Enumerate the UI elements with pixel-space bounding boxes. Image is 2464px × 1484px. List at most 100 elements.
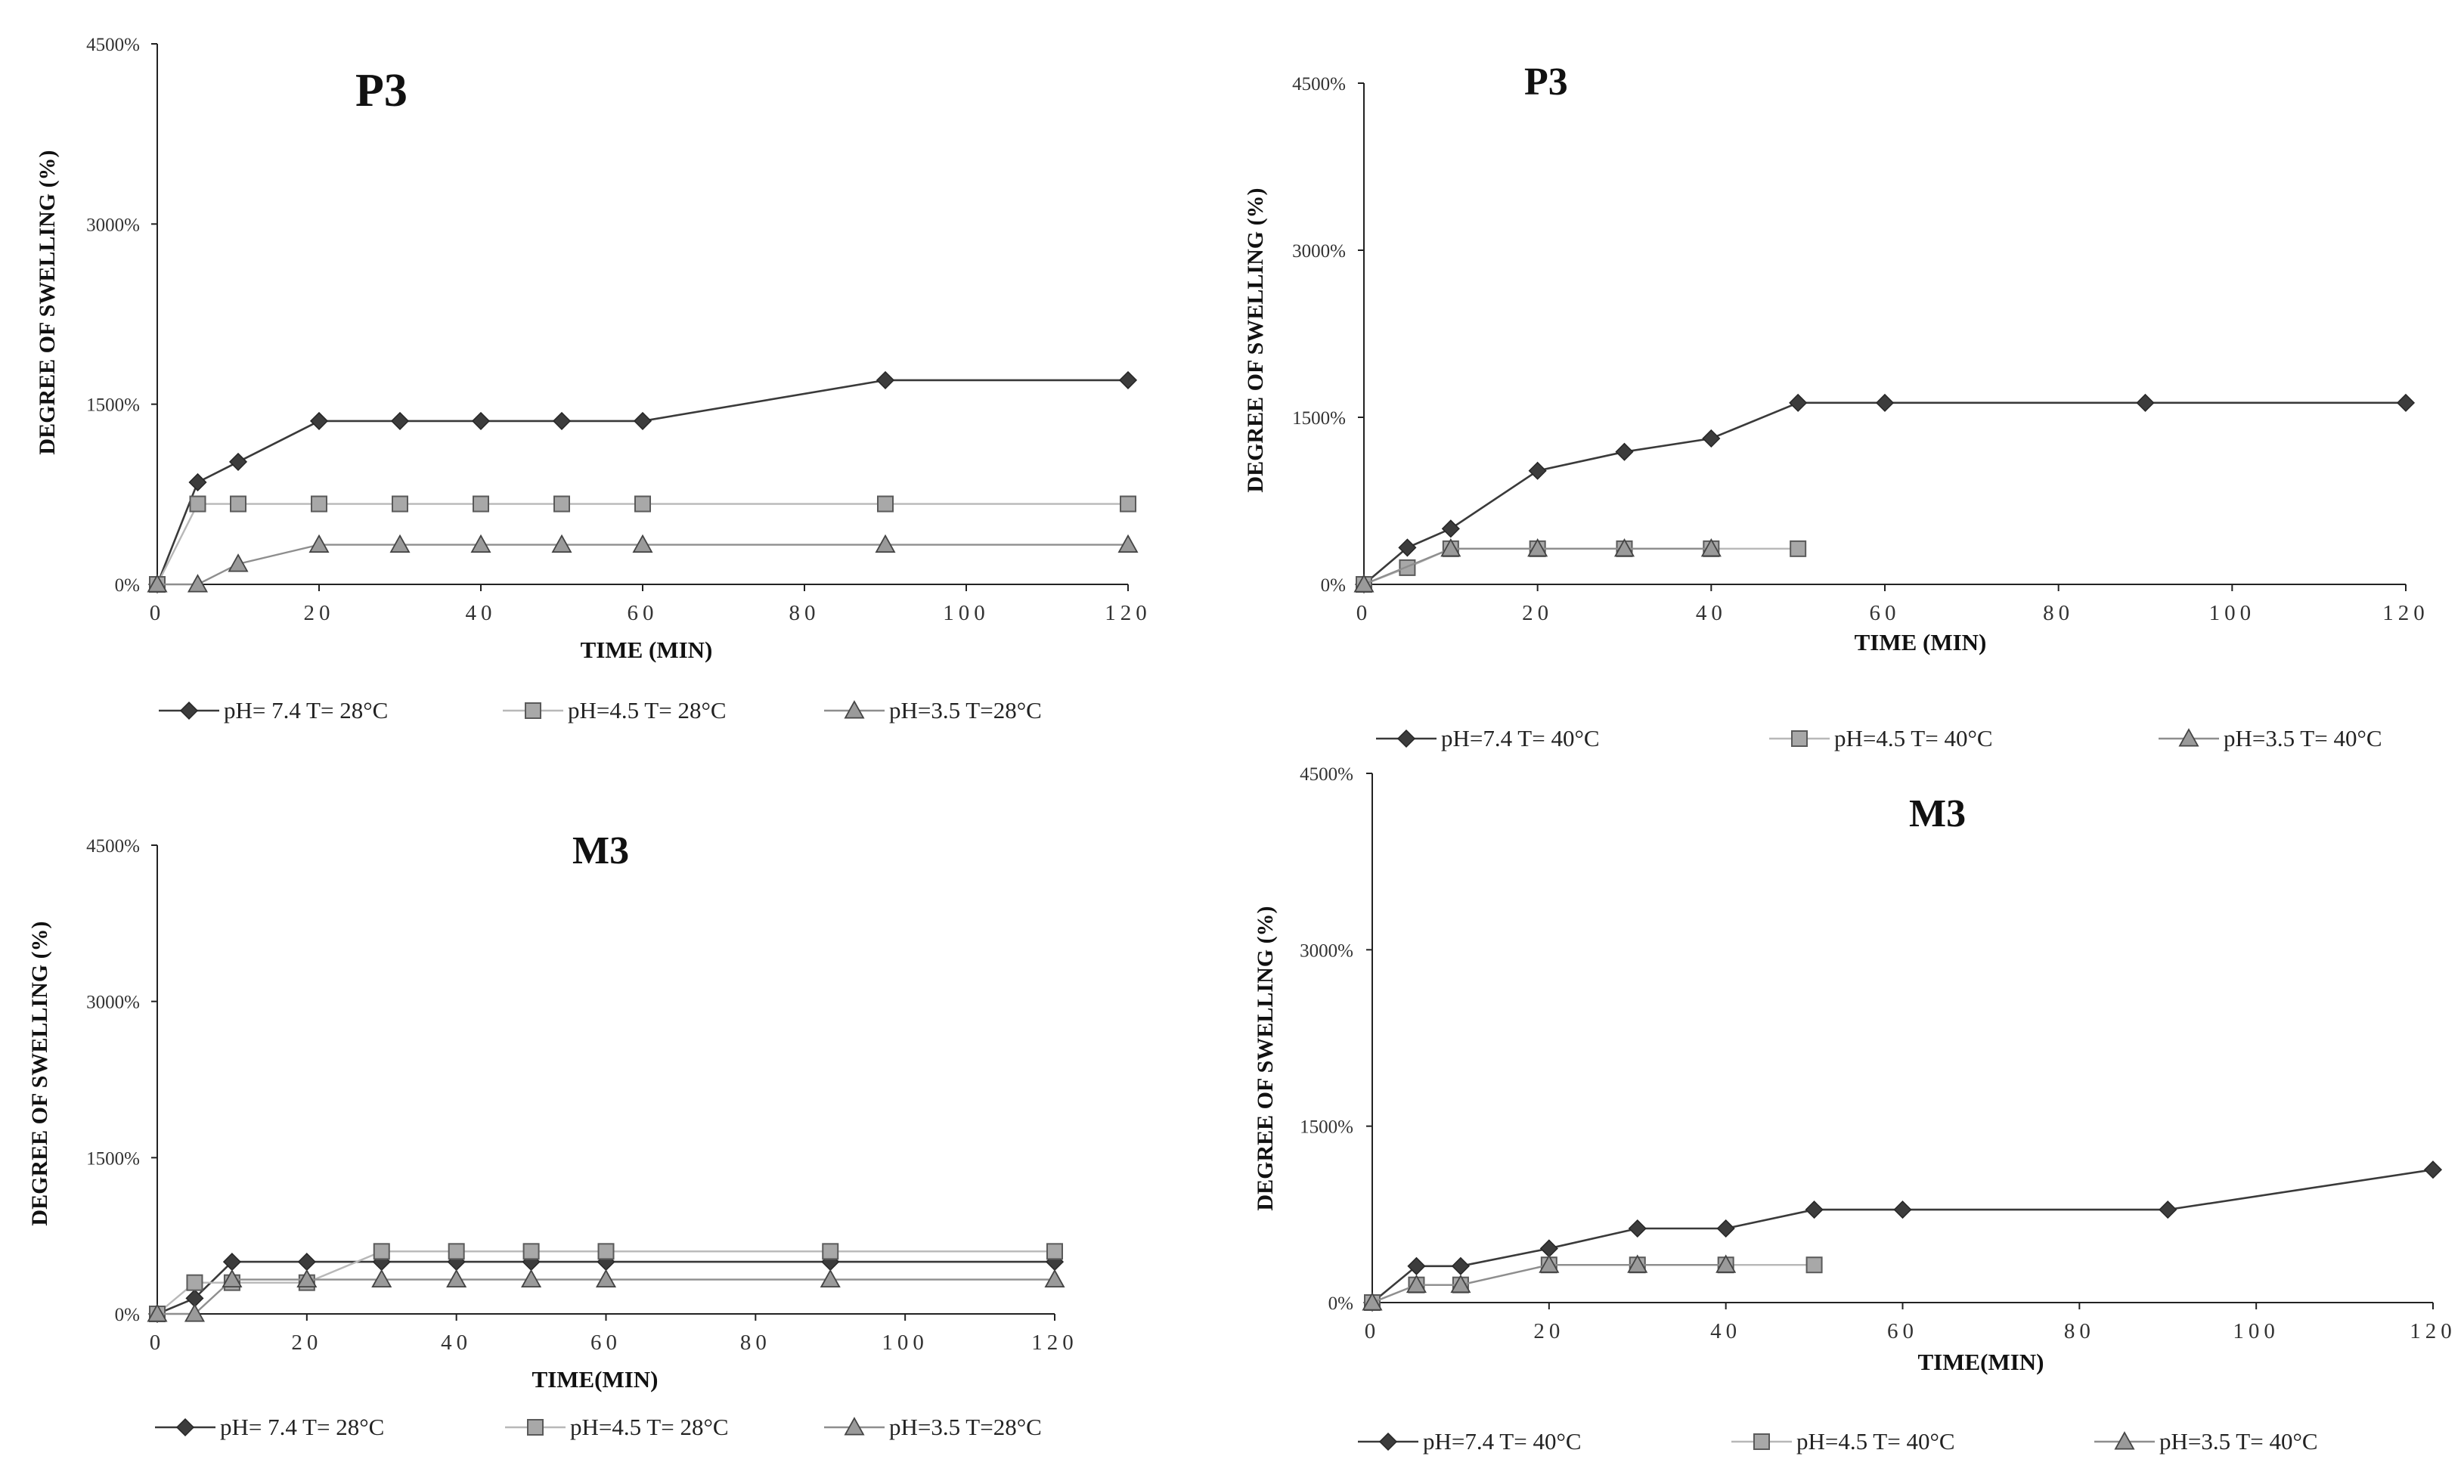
data-point-diamond bbox=[1615, 442, 1634, 461]
legend-label: pH=3.5 T=28°C bbox=[889, 1414, 1042, 1440]
chart-title: M3 bbox=[572, 829, 629, 872]
chart-panel-3: 0% 1500% 3000% 4500% 0 20 40 60 80 100 120 M3 TIME(M… bbox=[27, 829, 1078, 1440]
y-tick-label: 4500% bbox=[86, 836, 140, 857]
legend-label: pH=7.4 T= 40°C bbox=[1423, 1428, 1582, 1455]
data-point-diamond bbox=[1407, 1256, 1426, 1275]
data-point-triangle bbox=[228, 553, 249, 572]
data-point-square bbox=[473, 495, 489, 513]
data-point-square bbox=[186, 1274, 203, 1291]
data-point-triangle bbox=[446, 1269, 467, 1288]
chart-panel-2: 0% 1500% 3000% 4500% 0 20 40 60 80 100 120 P3 TIME (… bbox=[1243, 60, 2425, 751]
data-point-square bbox=[553, 495, 570, 513]
legend-label: pH=4.5 T= 28°C bbox=[568, 697, 727, 723]
x-tick-label: 80 bbox=[2043, 601, 2074, 625]
data-point-triangle bbox=[184, 1303, 205, 1322]
data-point-triangle bbox=[187, 574, 209, 593]
data-point-triangle bbox=[147, 1303, 168, 1322]
series-line-1 bbox=[1371, 1168, 2434, 1304]
x-axis-label: TIME(MIN) bbox=[1917, 1349, 2044, 1375]
x-tick-label: 40 bbox=[1696, 601, 1727, 625]
data-point-triangle bbox=[632, 534, 653, 553]
chart-panel-4: 0% 1500% 3000% 4500% 0 20 40 60 80 100 120 M3 TIME(M… bbox=[1253, 764, 2452, 1455]
data-point-square bbox=[448, 1243, 465, 1260]
data-point-triangle bbox=[875, 534, 896, 553]
x-axis-label: TIME(MIN) bbox=[532, 1366, 658, 1393]
data-point-triangle bbox=[551, 534, 572, 553]
data-point-triangle bbox=[470, 534, 491, 553]
x-tick-label: 120 bbox=[1105, 601, 1151, 625]
data-point-diamond bbox=[309, 411, 329, 430]
y-tick-label: 3000% bbox=[86, 215, 140, 235]
series-line-1 bbox=[156, 379, 1128, 585]
x-tick-label: 20 bbox=[1522, 601, 1553, 625]
series-line-1 bbox=[157, 1260, 1055, 1315]
data-point-diamond bbox=[2136, 393, 2155, 412]
data-point-triangle bbox=[1117, 534, 1139, 553]
data-point-diamond bbox=[390, 411, 410, 430]
legend-label: pH= 7.4 T= 28°C bbox=[224, 697, 388, 723]
data-point-diamond bbox=[1539, 1239, 1558, 1258]
data-point-square bbox=[597, 1243, 615, 1260]
data-point-square bbox=[634, 495, 651, 513]
legend-label: pH=4.5 T= 40°C bbox=[1796, 1428, 1955, 1455]
data-point-diamond bbox=[1702, 429, 1721, 448]
data-point-diamond bbox=[2423, 1160, 2443, 1179]
legend-marker-diamond bbox=[1396, 729, 1416, 748]
data-point-diamond bbox=[188, 472, 207, 492]
data-point-triangle bbox=[1527, 538, 1548, 557]
x-tick-label: 0 bbox=[1365, 1319, 1381, 1343]
data-point-triangle bbox=[1613, 538, 1635, 557]
legend-marker-square bbox=[527, 1419, 544, 1436]
y-axis-label: DEGREE OF SWELLING (%) bbox=[1253, 906, 1278, 1210]
legend-marker-diamond bbox=[175, 1417, 195, 1437]
x-tick-label: 0 bbox=[150, 601, 166, 625]
data-point-triangle bbox=[820, 1269, 841, 1288]
data-point-triangle bbox=[521, 1269, 542, 1288]
x-tick-label: 100 bbox=[2209, 601, 2256, 625]
data-point-triangle bbox=[371, 1269, 392, 1288]
series-line-2 bbox=[1371, 1264, 1815, 1304]
x-tick-label: 0 bbox=[150, 1331, 166, 1355]
legend-marker-triangle bbox=[844, 1417, 865, 1436]
legend-marker-diamond bbox=[1378, 1432, 1398, 1451]
data-point-triangle bbox=[1716, 1254, 1737, 1273]
legend-label: pH=4.5 T= 40°C bbox=[1834, 725, 1993, 751]
y-tick-label: 1500% bbox=[86, 395, 140, 416]
data-point-diamond bbox=[2159, 1201, 2177, 1219]
x-tick-label: 120 bbox=[1031, 1331, 1078, 1355]
x-tick-label: 100 bbox=[2233, 1319, 2280, 1343]
series-line-2 bbox=[1363, 547, 1799, 586]
data-point-diamond bbox=[471, 411, 491, 430]
data-point-triangle bbox=[1450, 1274, 1471, 1293]
legend-marker-triangle bbox=[2114, 1431, 2135, 1450]
series-line-2 bbox=[156, 503, 1128, 585]
data-point-square bbox=[373, 1243, 390, 1260]
data-point-square bbox=[1046, 1243, 1063, 1260]
y-tick-label: 4500% bbox=[1292, 74, 1346, 94]
data-point-diamond bbox=[1716, 1219, 1735, 1238]
x-tick-label: 100 bbox=[882, 1331, 928, 1355]
legend-label: pH=3.5 T= 40°C bbox=[2224, 725, 2382, 751]
y-tick-label: 0% bbox=[1321, 575, 1346, 596]
y-axis-label: DEGREE OF SWELLING (%) bbox=[27, 921, 52, 1225]
legend-label: pH=4.5 T= 28°C bbox=[570, 1414, 729, 1440]
x-tick-label: 80 bbox=[789, 601, 820, 625]
x-tick-label: 0 bbox=[1356, 601, 1372, 625]
data-point-square bbox=[1120, 495, 1136, 513]
data-point-diamond bbox=[1805, 1201, 1824, 1219]
data-point-triangle bbox=[1044, 1269, 1065, 1288]
x-tick-label: 60 bbox=[628, 601, 659, 625]
legend-label: pH=7.4 T= 40°C bbox=[1441, 725, 1600, 751]
y-tick-label: 4500% bbox=[86, 35, 140, 55]
legend-label: pH=3.5 T= 40°C bbox=[2159, 1428, 2318, 1455]
y-tick-label: 3000% bbox=[1292, 241, 1346, 262]
data-point-diamond bbox=[1441, 519, 1460, 538]
data-point-square bbox=[1805, 1256, 1823, 1274]
data-point-diamond bbox=[1789, 393, 1808, 412]
data-point-square bbox=[822, 1243, 839, 1260]
chart-title: M3 bbox=[1909, 792, 1966, 835]
data-point-triangle bbox=[308, 534, 330, 553]
data-point-diamond bbox=[297, 1253, 316, 1272]
x-axis-label: TIME (MIN) bbox=[1855, 629, 1987, 655]
